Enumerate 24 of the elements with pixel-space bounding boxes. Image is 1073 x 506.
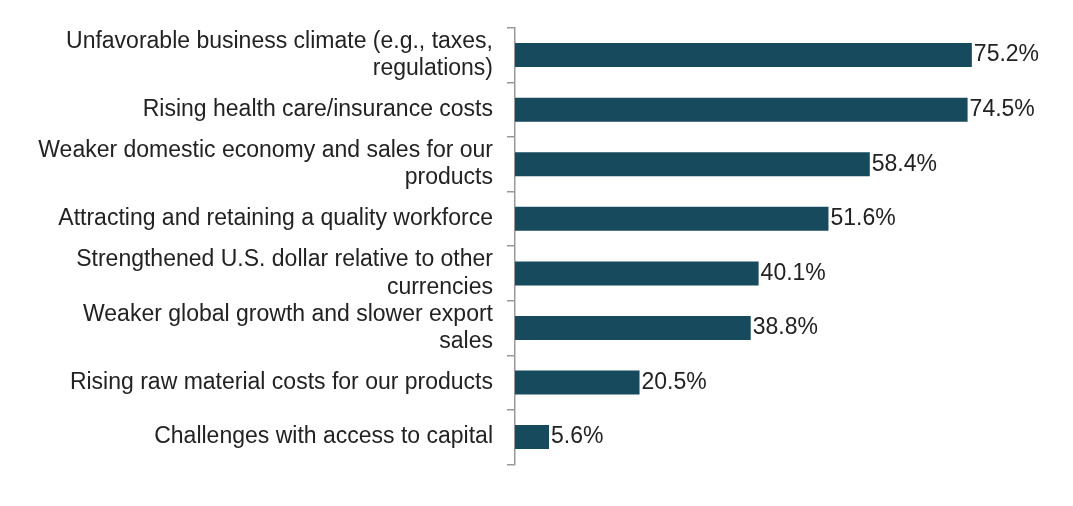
data-label: 51.6% — [830, 204, 896, 231]
data-label: 75.2% — [973, 40, 1040, 67]
data-label: 58.4% — [871, 149, 937, 176]
y-tick-label: Challenges with access to capital — [154, 422, 493, 449]
bar — [515, 97, 968, 122]
data-label: 5.6% — [551, 422, 604, 449]
data-label: 38.8% — [752, 313, 818, 340]
bar — [515, 152, 870, 177]
y-tick-label: Rising raw material costs for our products — [69, 367, 493, 394]
y-tick-label: Weaker domestic economy and sales for our products — [38, 135, 494, 190]
y-tick-label: Weaker global growth and slower export sales — [83, 299, 494, 354]
bar — [515, 261, 759, 286]
data-label: 74.5% — [969, 95, 1035, 122]
y-tick-label: Strengthened U.S. dollar relative to other currencies — [76, 244, 494, 299]
bar — [515, 425, 550, 450]
bar — [515, 206, 829, 231]
y-tick-label: Attracting and retaining a quality workforce — [58, 204, 493, 231]
bar — [515, 370, 640, 395]
y-tick-label: Rising health care/insurance costs — [142, 95, 493, 122]
bar — [515, 43, 972, 68]
y-tick-label: Unfavorable business climate (e.g., taxes, regulations) — [66, 26, 493, 81]
data-label: 40.1% — [760, 258, 826, 285]
bar — [515, 315, 751, 340]
data-label: 20.5% — [641, 367, 707, 394]
